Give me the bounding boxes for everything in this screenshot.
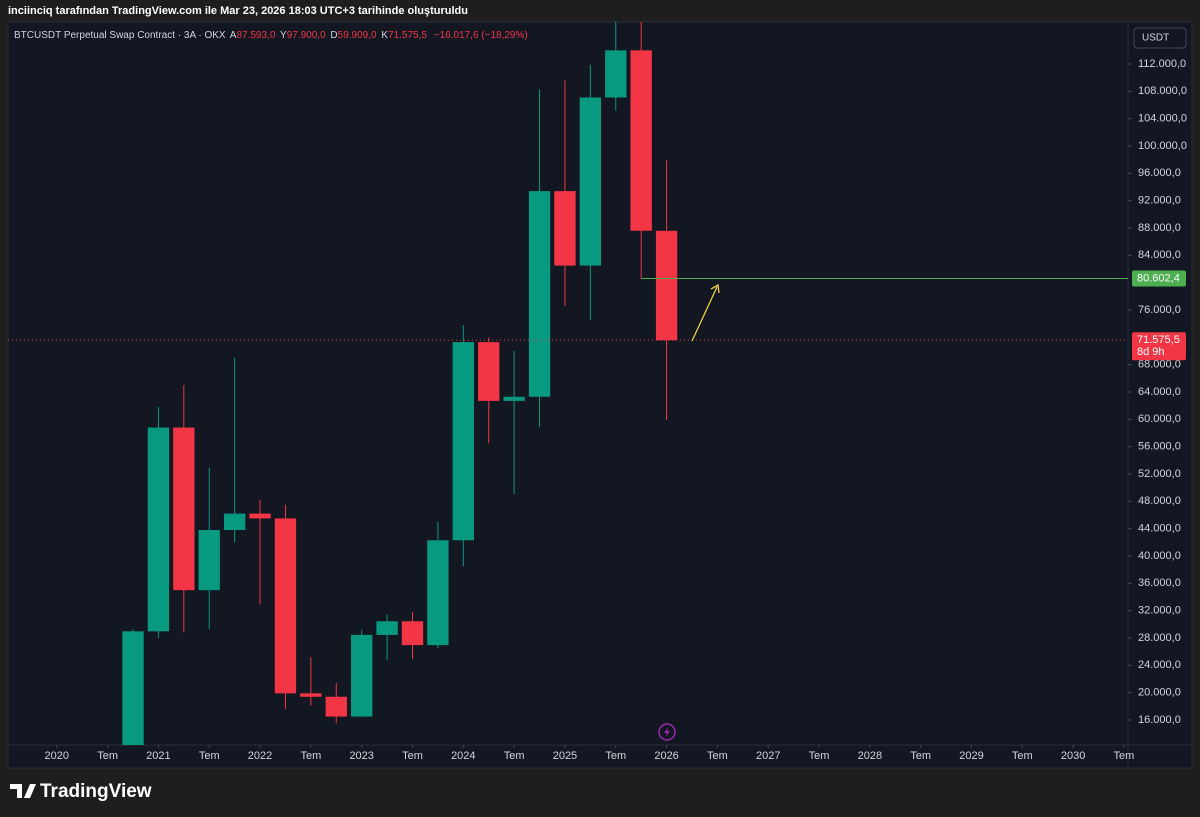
x-tick-label: Tem <box>1114 750 1135 762</box>
high-value: 97.900,0 <box>287 30 326 41</box>
y-tick-label: 100.000,0 <box>1138 140 1187 152</box>
x-tick-label: 2024 <box>451 750 475 762</box>
candle-body <box>198 530 220 591</box>
change: −16.017,6 (−18,29%) <box>434 30 528 41</box>
candle-body <box>427 540 449 646</box>
event-icon-bolt <box>664 727 670 737</box>
candle-body <box>351 634 373 717</box>
brand: TradingView <box>40 781 152 802</box>
symbol: BTCUSDT Perpetual Swap Contract · 3A · O… <box>14 30 226 41</box>
x-tick-label: Tem <box>300 750 321 762</box>
x-tick-label: 2026 <box>654 750 678 762</box>
candle-body <box>503 396 525 401</box>
y-tick-label: 76.000,0 <box>1138 304 1181 316</box>
high-prefix: Y <box>280 30 287 41</box>
y-tick-label: 96.000,0 <box>1138 167 1181 179</box>
candle-body <box>630 50 652 231</box>
x-tick-label: Tem <box>199 750 220 762</box>
last-price-box <box>1132 332 1186 361</box>
x-tick-label: Tem <box>1012 750 1033 762</box>
y-tick-label: 48.000,0 <box>1138 495 1181 507</box>
candle-body <box>478 342 500 401</box>
candles <box>122 22 678 745</box>
y-tick-label: 28.000,0 <box>1138 632 1181 644</box>
open-prefix: A <box>230 30 237 41</box>
y-tick-label: 104.000,0 <box>1138 113 1187 125</box>
header: BTCUSDT Perpetual Swap Contract · 3A · O… <box>14 30 528 41</box>
candle-body <box>452 342 474 541</box>
y-tick-label: 84.000,0 <box>1138 249 1181 261</box>
candle-body <box>147 427 170 632</box>
close-prefix: K <box>381 30 388 41</box>
y-tick-label: 88.000,0 <box>1138 222 1181 234</box>
y-tick-label: 108.000,0 <box>1138 85 1187 97</box>
x-tick-label: Tem <box>605 750 626 762</box>
currency-box[interactable] <box>1133 27 1187 49</box>
candle-body <box>655 230 678 341</box>
annotation-arrow <box>691 286 718 342</box>
x-tick-label: 2025 <box>553 750 577 762</box>
open-value: 87.593,0 <box>236 30 275 41</box>
y-tick-label: 56.000,0 <box>1138 441 1181 453</box>
y-tick-label: 32.000,0 <box>1138 605 1181 617</box>
candle-body <box>376 621 398 635</box>
x-tick-label: Tem <box>809 750 830 762</box>
x-tick-label: 2030 <box>1061 750 1085 762</box>
hline-label: 80.602,4 <box>1137 272 1180 284</box>
x-tick-label: Tem <box>910 750 931 762</box>
x-tick-label: 2023 <box>349 750 373 762</box>
low-value: 59.909,0 <box>338 30 377 41</box>
candle-body <box>528 191 551 397</box>
annotation-arrowhead <box>710 283 720 294</box>
overlay: 16.000,0 20.000,0 24.000,0 28.000,0 32.000,0… <box>8 58 1187 762</box>
caption: inciinciq tarafından TradingView.com ile… <box>8 5 468 17</box>
y-tick-label: 60.000,0 <box>1138 413 1181 425</box>
y-tick-label: 40.000,0 <box>1138 550 1181 562</box>
candle-body <box>173 427 195 591</box>
x-tick-label: 2027 <box>756 750 780 762</box>
x-tick-label: 2029 <box>959 750 983 762</box>
candle-body <box>300 693 322 697</box>
x-tick-label: 2028 <box>858 750 882 762</box>
y-tick-label: 36.000,0 <box>1138 577 1181 589</box>
event-icon[interactable] <box>658 723 676 741</box>
y-tick-label: 16.000,0 <box>1138 714 1181 726</box>
y-tick-label: 20.000,0 <box>1138 687 1181 699</box>
candle-body <box>401 621 424 646</box>
y-tick-label: 52.000,0 <box>1138 468 1181 480</box>
candle-body <box>223 513 246 531</box>
x-tick-label: Tem <box>97 750 118 762</box>
y-tick-label: 64.000,0 <box>1138 386 1181 398</box>
candle-body <box>274 518 297 694</box>
close-value: 71.575,5 <box>388 30 427 41</box>
y-tick-label: 24.000,0 <box>1138 659 1181 671</box>
candle-body <box>605 50 627 98</box>
y-tick-label: 112.000,0 <box>1138 58 1186 70</box>
x-tick-label: 2020 <box>45 750 69 762</box>
x-tick-label: 2021 <box>146 750 170 762</box>
candle-body <box>579 97 602 266</box>
candle-body <box>122 631 144 745</box>
low-prefix: D <box>330 30 337 41</box>
y-tick-label: 92.000,0 <box>1138 195 1181 207</box>
candle-body <box>554 191 576 266</box>
candle-body <box>249 513 271 519</box>
x-tick-label: Tem <box>707 750 728 762</box>
y-tick-label: 68.000,0 <box>1138 359 1181 371</box>
brand-logo <box>10 784 36 798</box>
currency: USDT <box>1142 33 1169 44</box>
x-tick-label: Tem <box>504 750 525 762</box>
x-tick-label: Tem <box>402 750 423 762</box>
countdown: 8d 9h <box>1137 346 1165 358</box>
last-price-label: 71.575,5 <box>1137 334 1180 346</box>
y-tick-label: 44.000,0 <box>1138 523 1181 535</box>
x-tick-label: 2022 <box>248 750 272 762</box>
hline-label-box <box>1132 270 1186 287</box>
candle-body <box>325 696 347 717</box>
